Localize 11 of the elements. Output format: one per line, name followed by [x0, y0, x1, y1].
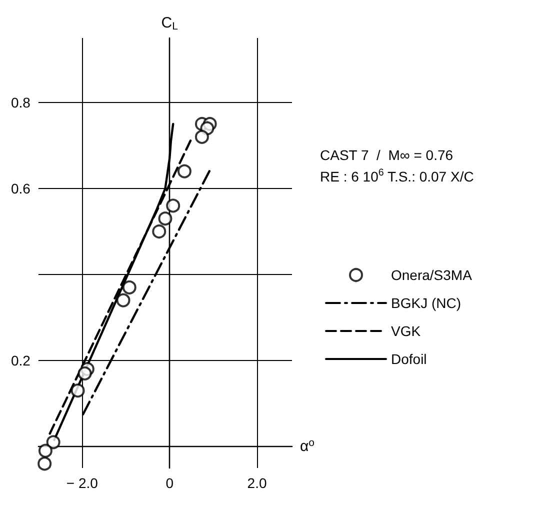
legend-label: BGKJ (NC): [391, 295, 461, 311]
legend-label: Onera/S3MA: [391, 267, 473, 283]
x-tick-label: 2.0: [247, 475, 267, 491]
x-tick-label: 0: [166, 475, 174, 491]
x-tick-label: − 2.0: [66, 475, 98, 491]
y-tick-label: 0.2: [10, 352, 31, 368]
legend-label: VGK: [391, 323, 422, 339]
y-tick-label: 0.6: [10, 180, 31, 196]
legend-label: Dofoil: [391, 351, 427, 367]
text: CAST 7 / M∞ = 0.76: [320, 147, 454, 163]
y-tick-label: 0.8: [10, 94, 31, 110]
